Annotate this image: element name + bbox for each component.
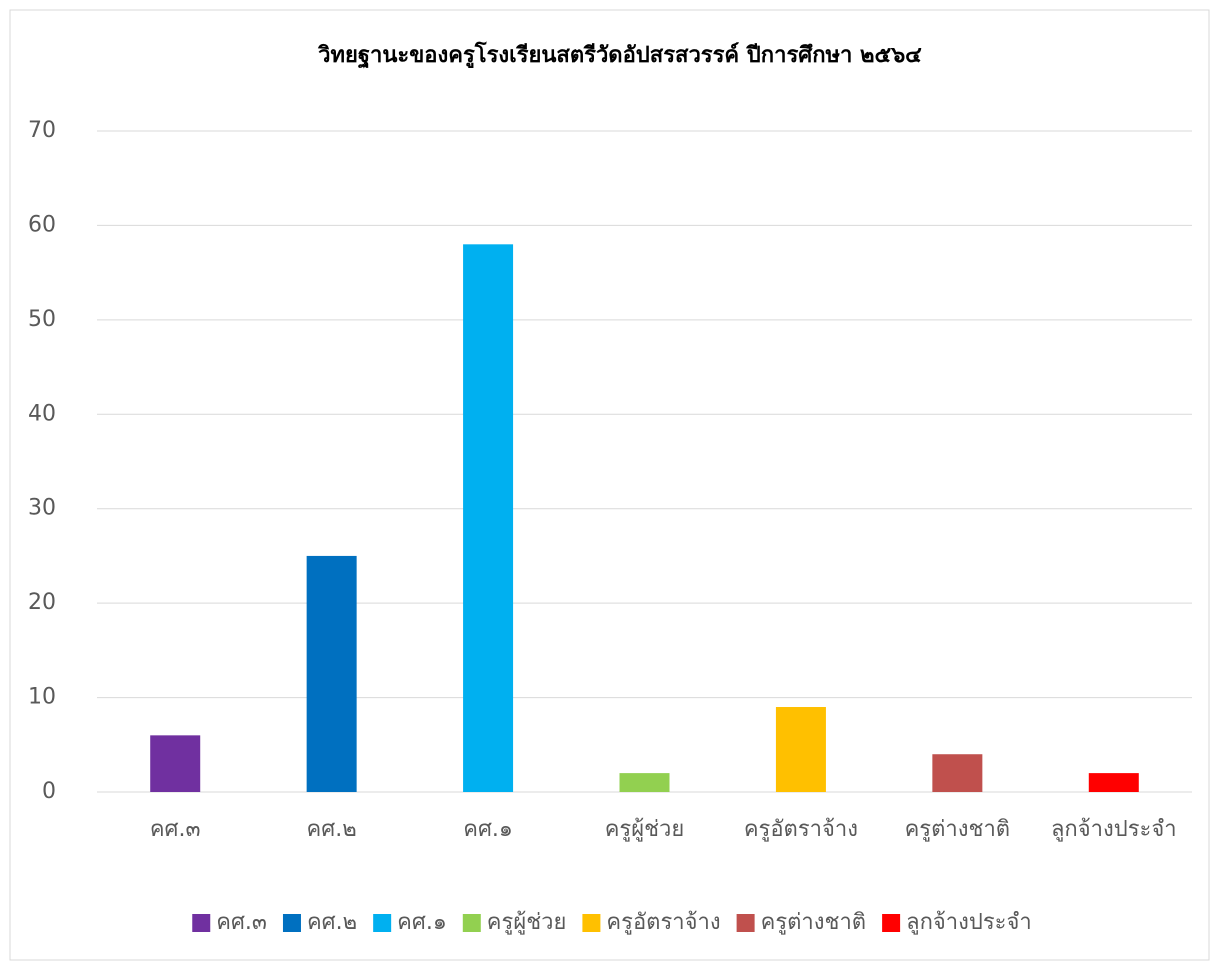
chart-border	[9, 9, 1210, 961]
y-tick-label: 30	[28, 496, 56, 521]
legend-label: ลูกจ้างประจำ	[906, 910, 1032, 935]
y-tick-label: 20	[28, 590, 56, 615]
legend-label: คศ.๓	[216, 910, 267, 935]
legend-swatch	[582, 914, 601, 932]
bar	[1088, 773, 1139, 792]
y-tick-label: 70	[28, 118, 56, 143]
bar	[932, 754, 983, 792]
y-tick-label: 10	[28, 685, 56, 710]
legend-swatch	[192, 914, 211, 932]
legend-swatch	[373, 914, 392, 932]
bar	[775, 707, 826, 792]
x-tick-label: ครูผู้ช่วย	[605, 817, 685, 842]
x-tick-label: คศ.๒	[307, 817, 357, 842]
legend-swatch	[462, 914, 481, 932]
legend-label: ครูต่างชาติ	[761, 910, 867, 935]
bar	[619, 773, 670, 792]
bar	[463, 244, 514, 793]
x-tick-label: คศ.๓	[150, 817, 201, 842]
legend-label: ครูผู้ช่วย	[487, 910, 567, 935]
y-tick-label: 60	[28, 212, 56, 237]
legend-label: คศ.๑	[397, 910, 447, 935]
x-tick-label: ลูกจ้างประจำ	[1051, 817, 1177, 842]
x-tick-label: คศ.๑	[463, 817, 513, 842]
legend-swatch	[882, 914, 901, 932]
y-tick-label: 0	[42, 779, 56, 804]
legend-swatch	[282, 914, 301, 932]
x-tick-label: ครูอัตราจ้าง	[744, 817, 858, 842]
legend-swatch	[736, 914, 755, 932]
y-tick-label: 50	[28, 307, 56, 332]
bar	[306, 555, 357, 792]
legend-label: ครูอัตราจ้าง	[606, 910, 720, 935]
bar	[150, 735, 201, 792]
chart-title: วิทยฐานะของครูโรงเรียนสตรีวัดอัปสรสวรรค์…	[318, 41, 923, 69]
legend-label: คศ.๒	[307, 910, 357, 935]
y-tick-label: 40	[28, 401, 56, 426]
x-tick-label: ครูต่างชาติ	[905, 817, 1011, 842]
